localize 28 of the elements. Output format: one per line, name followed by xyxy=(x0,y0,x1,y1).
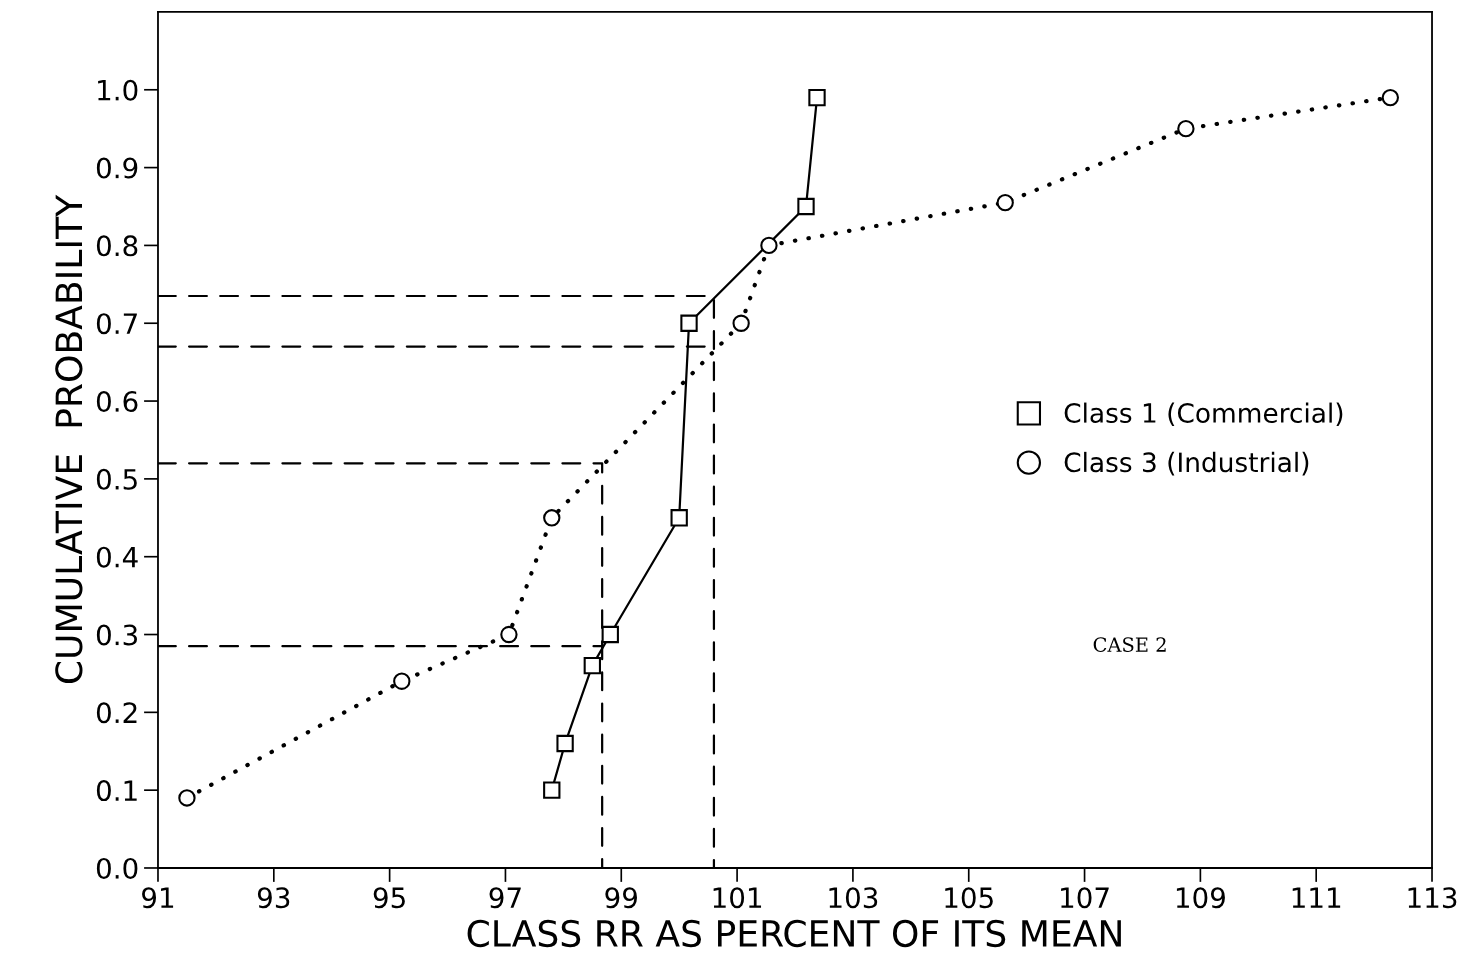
y-tick-label: 0.4 xyxy=(96,546,138,568)
y-tick-label: 0.3 xyxy=(96,624,138,646)
x-tick-label: 91 xyxy=(142,887,174,909)
y-axis-title: CUMULATIVE PROBABILITY xyxy=(55,194,83,684)
y-tick-label: 0.2 xyxy=(96,702,137,724)
y-tick-label: 0.0 xyxy=(96,857,138,879)
x-tick-label: 99 xyxy=(605,887,637,909)
x-tick-label: 93 xyxy=(257,887,290,909)
x-tick-label: 107 xyxy=(1061,887,1109,909)
x-tick-label: 101 xyxy=(713,887,762,909)
y-tick-label: 1.0 xyxy=(98,79,138,101)
x-tick-label: 103 xyxy=(829,887,878,909)
x-tick-label: 95 xyxy=(373,887,405,909)
legend-label: Class 3 (Industrial) xyxy=(1064,451,1309,476)
y-tick-label: 0.9 xyxy=(96,157,138,179)
y-tick-label: 0.6 xyxy=(96,391,138,413)
y-tick-label: 0.7 xyxy=(96,313,137,335)
y-tick-label: 0.5 xyxy=(96,468,137,490)
x-tick-label: 109 xyxy=(1176,887,1225,909)
x-tick-label: 111 xyxy=(1292,887,1341,908)
y-tick-label: 0.1 xyxy=(96,780,137,802)
x-tick-label: 105 xyxy=(945,887,993,909)
x-axis-title: CLASS RR AS PERCENT OF ITS MEAN xyxy=(467,919,1121,948)
annotation: CASE 2 xyxy=(1093,637,1166,652)
x-tick-label: 113 xyxy=(1408,887,1457,909)
legend-label: Class 1 (Commercial) xyxy=(1064,402,1343,427)
y-tick-label: 0.8 xyxy=(96,235,138,257)
x-tick-label: 97 xyxy=(489,887,521,909)
